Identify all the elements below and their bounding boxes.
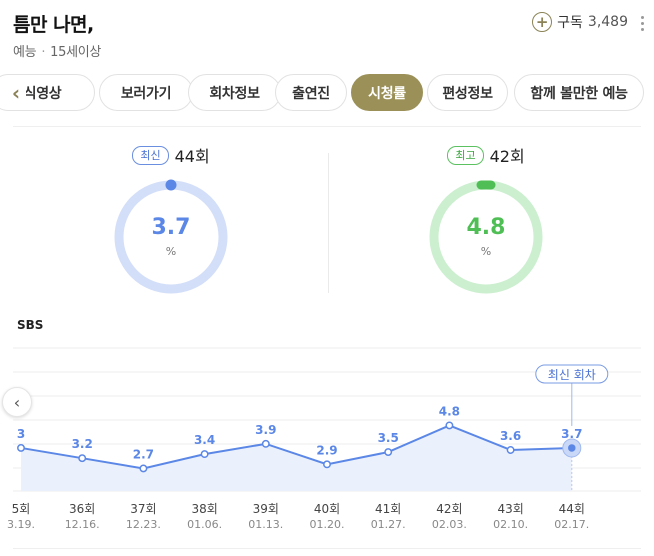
highest-rating-header: 최고 42회 (386, 143, 586, 167)
latest-rating-card: 최신 44회 3.7 % (71, 143, 271, 294)
subscribe-button[interactable]: + 구독 3,489 (532, 12, 628, 32)
data-label: 2.9 (316, 443, 337, 457)
bottom-divider (13, 548, 641, 549)
latest-callout-bubble (535, 364, 609, 384)
plus-icon: + (532, 12, 553, 32)
highest-rating-ring (429, 180, 543, 294)
tab-schedule[interactable]: 편성정보 (427, 74, 508, 111)
genre-label[interactable]: 예능 (13, 45, 37, 60)
data-label: 3.6 (500, 429, 521, 443)
x-tick-date: 01.27. (370, 518, 406, 531)
ratings-line-chart: 3 3.2 2.7 3.4 3.9 2.9 3.5 4.8 3.6 3.7 최신 회차 (13, 347, 641, 492)
x-tick-date: 12.16. (64, 518, 100, 531)
data-label: 3.2 (72, 437, 93, 451)
divider (13, 126, 641, 127)
latest-rating-ring (114, 179, 228, 294)
tab-scroll-left-icon[interactable]: ‹ (6, 81, 26, 105)
x-tick-date: 01.06. (187, 518, 223, 531)
data-point (384, 448, 393, 457)
card-divider (328, 153, 329, 293)
x-tick-episode: 44회 (558, 502, 585, 516)
program-title: 틈만 나면, (13, 14, 94, 36)
more-options-icon[interactable] (641, 16, 645, 31)
x-tick-episode: 41회 (375, 502, 402, 516)
area-fill (21, 425, 572, 491)
subscribe-count: 3,489 (587, 14, 628, 30)
latest-episode: 44회 (174, 147, 210, 166)
x-tick-date: 02.17. (554, 518, 590, 531)
data-label: 4.8 (439, 404, 460, 418)
highest-rating-value: 4.8 (466, 215, 506, 240)
highest-rating-card: 최고 42회 4.8 % (386, 143, 586, 294)
highest-episode: 42회 (489, 147, 525, 166)
latest-rating-unit: % (165, 245, 177, 258)
age-rating: 15세이상 (50, 45, 102, 60)
x-tick-episode: 42회 (436, 502, 463, 516)
tab-watch[interactable]: 보러가기 (99, 74, 193, 111)
program-meta: 예능 · 15세이상 (13, 41, 101, 60)
highest-rating-unit: % (480, 245, 492, 258)
x-tick-episode: 40회 (313, 502, 341, 516)
x-tick-episode: 43회 (497, 502, 524, 516)
data-point (200, 450, 209, 459)
tab-recommended[interactable]: 함께 볼만한 예능 (514, 74, 644, 111)
x-tick-date: 12.23. (125, 518, 161, 531)
data-point (323, 460, 331, 469)
data-label: 3.9 (255, 423, 276, 437)
data-label: 3 (17, 427, 25, 441)
channel-label: SBS (17, 318, 44, 332)
data-point (139, 464, 148, 473)
tab-episodes[interactable]: 회차정보 (188, 74, 281, 111)
latest-ring-marker (165, 179, 177, 191)
data-point (568, 444, 576, 452)
latest-rating-header: 최신 44회 (71, 143, 271, 167)
x-tick-episode: 36회 (69, 502, 96, 516)
tab-bar: ‹ 식영상 보러가기 회차정보 출연진 시청률 편성정보 함께 볼만한 예능 (0, 74, 654, 112)
series-line (20, 424, 572, 470)
data-label: 3.4 (194, 433, 215, 447)
tab-ratings[interactable]: 시청률 (351, 74, 423, 111)
latest-rating-value: 3.7 (151, 215, 191, 240)
x-tick-episode: 5회 (11, 502, 31, 516)
data-label: 3.7 (561, 427, 582, 441)
x-tick-episode: 38회 (191, 502, 218, 516)
latest-callout-text: 최신 회차 (548, 368, 596, 382)
data-label: 3.5 (378, 431, 399, 445)
data-point (261, 439, 270, 448)
highest-badge: 최고 (447, 145, 484, 165)
x-tick-date: 02.03. (431, 518, 467, 531)
tab-cast[interactable]: 출연진 (275, 74, 347, 111)
chart-prev-button[interactable]: ‹ (2, 387, 32, 417)
meta-separator: · (41, 45, 46, 60)
x-tick-date: 01.20. (309, 518, 345, 531)
latest-badge: 최신 (132, 145, 169, 165)
subscribe-label: 구독 (557, 15, 583, 31)
x-tick-episode: 37회 (130, 502, 157, 516)
x-tick-date: 3.19. (7, 518, 35, 531)
x-tick-episode: 39회 (252, 502, 279, 516)
data-point (445, 421, 454, 430)
x-tick-date: 01.13. (248, 518, 284, 531)
x-tick-date: 02.10. (493, 518, 529, 531)
data-label: 2.7 (133, 447, 154, 461)
data-point (17, 444, 25, 452)
data-point (506, 446, 515, 454)
data-point (78, 454, 87, 463)
